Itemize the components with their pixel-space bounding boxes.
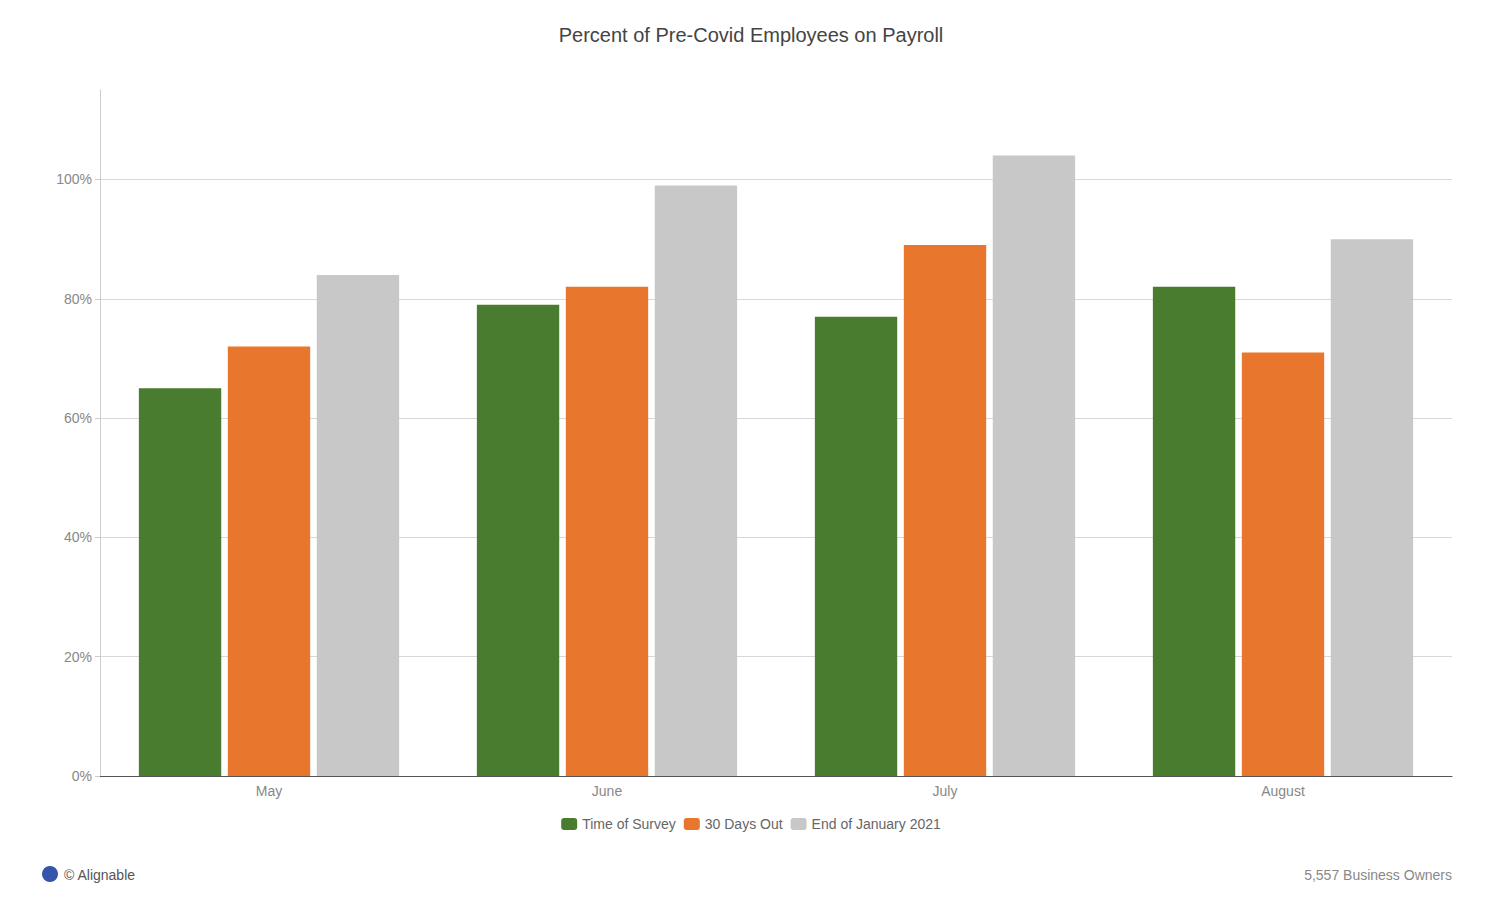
svg-text:August: August [1261,783,1305,799]
svg-text:0%: 0% [72,768,92,784]
svg-text:20%: 20% [64,649,92,665]
svg-text:End of January 2021: End of January 2021 [812,816,941,832]
svg-text:100%: 100% [56,171,92,187]
svg-text:Percent of Pre-Covid Employees: Percent of Pre-Covid Employees on Payrol… [559,24,944,46]
svg-text:July: July [933,783,958,799]
svg-text:60%: 60% [64,410,92,426]
svg-text:May: May [256,783,282,799]
svg-text:Time of Survey: Time of Survey [582,816,676,832]
svg-text:80%: 80% [64,291,92,307]
svg-text:5,557 Business Owners: 5,557 Business Owners [1304,867,1452,883]
svg-text:30 Days Out: 30 Days Out [705,816,783,832]
svg-text:© Alignable: © Alignable [64,867,135,883]
svg-text:June: June [592,783,623,799]
svg-text:40%: 40% [64,529,92,545]
